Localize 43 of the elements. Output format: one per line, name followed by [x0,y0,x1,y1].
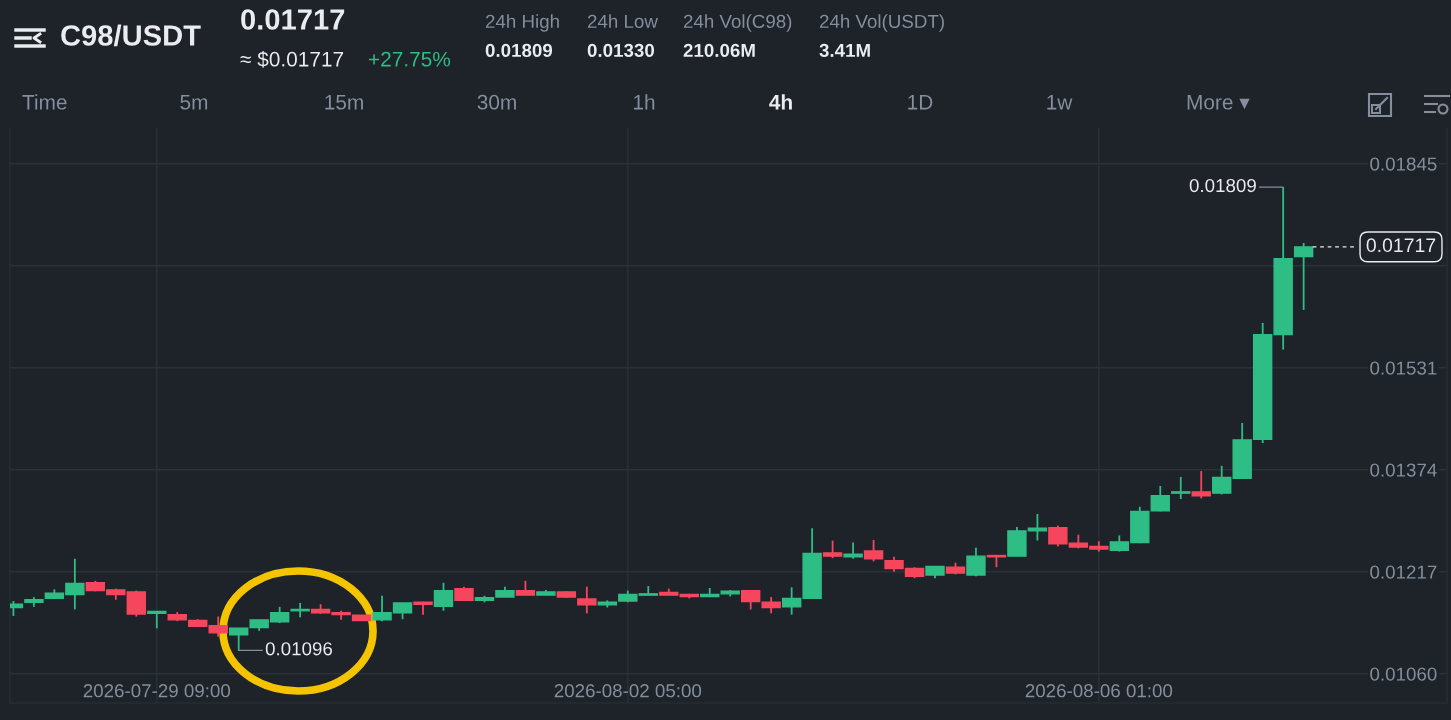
y-tick-label: 0.01060 [1370,667,1437,681]
candlestick [863,539,884,563]
y-tick-label: 0.01531 [1370,361,1437,375]
ref-line-label: 0.01717 [1366,238,1436,253]
x-tick-label: 2026-08-06 01:00 [1025,684,1173,698]
text: 1h [634,94,655,110]
candlestick [1293,242,1314,311]
text: 3.41M [819,43,870,58]
text: 0.01809 [485,43,553,58]
text: Time [22,94,67,110]
text: +27.75% [369,51,451,67]
text: 30m [477,94,516,110]
text: 1w [1047,95,1073,110]
candlestick [433,581,454,612]
y-tick-label: 0.01845 [1370,157,1437,171]
annotation: 0.01096 [265,642,333,656]
text: 24h Vol(C98) [683,14,792,32]
text: 1D [908,95,933,110]
text: 24h Vol(USDT) [819,14,944,32]
candlestick [966,546,986,578]
text: 24h High [485,14,559,32]
text: ≈ $0.01717 [240,50,344,68]
candlestick [1171,475,1191,500]
candlestick [740,589,761,611]
text: 0.01717 [241,9,345,30]
chart-title: C98/USDT [61,24,201,47]
y-tick-label: 0.01374 [1370,463,1437,477]
candlestick [1150,485,1170,513]
candlestick [577,585,597,615]
candlestick [147,610,167,630]
y-tick-label: 0.01217 [1370,565,1437,579]
candlestick [1191,470,1211,500]
text: 210.06M [683,43,755,58]
x-tick-label: 2026-08-02 05:00 [554,684,702,698]
annotation: 0.01809 [1189,178,1256,193]
text: 5m [180,95,208,110]
text: 0.01330 [587,43,655,58]
candlestick [208,615,228,638]
x-tick-label: 2026-07-29 09:00 [83,684,231,698]
text: More ▾ [1187,95,1250,110]
text: 24h Low [587,14,658,29]
text: 15m [325,95,363,110]
text: 4h [769,94,792,110]
